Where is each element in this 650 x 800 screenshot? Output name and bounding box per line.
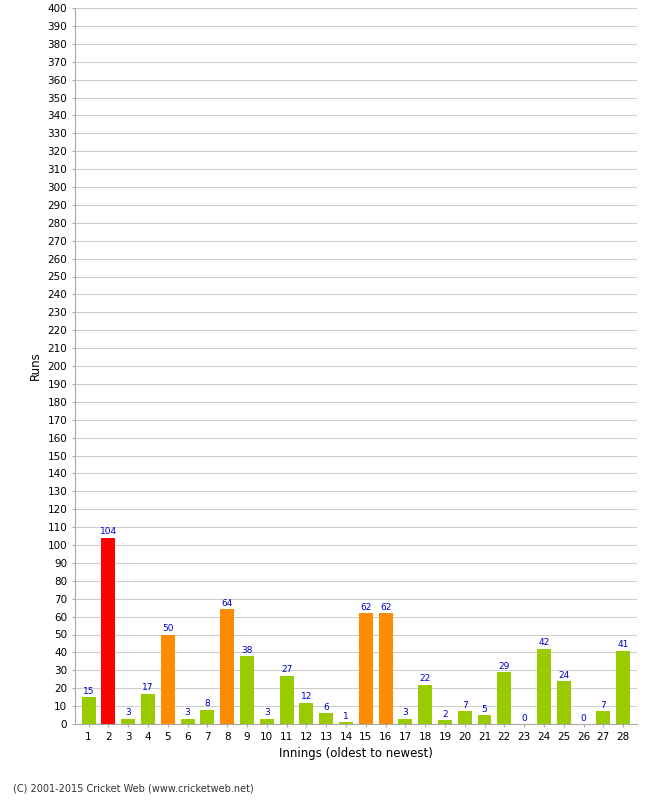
Bar <box>141 694 155 724</box>
Bar <box>616 650 630 724</box>
Text: 3: 3 <box>264 708 270 717</box>
Bar <box>200 710 214 724</box>
Bar <box>418 685 432 724</box>
Text: 3: 3 <box>125 708 131 717</box>
Text: 42: 42 <box>538 638 550 647</box>
Bar <box>101 538 115 724</box>
Bar <box>359 613 372 724</box>
Bar <box>497 672 512 724</box>
Bar <box>220 610 234 724</box>
Text: 12: 12 <box>301 692 312 701</box>
Bar <box>181 718 194 724</box>
Bar <box>398 718 412 724</box>
Bar <box>122 718 135 724</box>
Bar <box>240 656 254 724</box>
Bar <box>82 697 96 724</box>
Text: 0: 0 <box>580 714 586 722</box>
Y-axis label: Runs: Runs <box>29 352 42 380</box>
X-axis label: Innings (oldest to newest): Innings (oldest to newest) <box>279 747 433 760</box>
Text: 15: 15 <box>83 686 94 696</box>
Text: 17: 17 <box>142 683 154 692</box>
Text: 104: 104 <box>100 527 117 537</box>
Text: (C) 2001-2015 Cricket Web (www.cricketweb.net): (C) 2001-2015 Cricket Web (www.cricketwe… <box>13 784 254 794</box>
Text: 7: 7 <box>462 701 467 710</box>
Bar <box>458 711 472 724</box>
Text: 50: 50 <box>162 624 174 633</box>
Text: 6: 6 <box>323 703 329 712</box>
Text: 41: 41 <box>618 640 629 649</box>
Text: 3: 3 <box>402 708 408 717</box>
Text: 64: 64 <box>222 599 233 608</box>
Text: 62: 62 <box>360 602 371 611</box>
Text: 8: 8 <box>205 699 210 708</box>
Text: 1: 1 <box>343 712 349 721</box>
Bar <box>319 714 333 724</box>
Bar <box>339 722 353 724</box>
Text: 3: 3 <box>185 708 190 717</box>
Text: 27: 27 <box>281 666 292 674</box>
Text: 0: 0 <box>521 714 527 722</box>
Text: 22: 22 <box>419 674 431 683</box>
Bar <box>478 715 491 724</box>
Text: 24: 24 <box>558 670 569 680</box>
Bar <box>438 721 452 724</box>
Text: 7: 7 <box>601 701 606 710</box>
Bar <box>260 718 274 724</box>
Bar <box>597 711 610 724</box>
Bar <box>557 681 571 724</box>
Bar <box>537 649 551 724</box>
Bar <box>161 634 175 724</box>
Bar <box>280 676 294 724</box>
Text: 5: 5 <box>482 705 488 714</box>
Text: 2: 2 <box>442 710 448 719</box>
Bar <box>379 613 393 724</box>
Text: 62: 62 <box>380 602 391 611</box>
Text: 38: 38 <box>241 646 253 654</box>
Text: 29: 29 <box>499 662 510 670</box>
Bar <box>300 702 313 724</box>
